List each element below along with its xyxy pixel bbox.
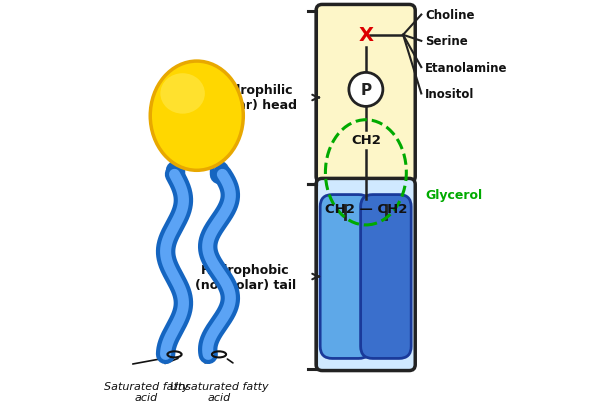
- Ellipse shape: [160, 74, 205, 115]
- Text: CH2 — CH2: CH2 — CH2: [325, 203, 407, 216]
- Text: Unsaturated fatty
acid: Unsaturated fatty acid: [170, 381, 268, 402]
- FancyBboxPatch shape: [316, 179, 415, 371]
- FancyBboxPatch shape: [360, 195, 411, 359]
- Text: Etanolamine: Etanolamine: [425, 61, 508, 74]
- Text: Saturated fatty
acid: Saturated fatty acid: [104, 381, 188, 402]
- Text: P: P: [360, 83, 371, 98]
- Text: Choline: Choline: [425, 9, 475, 22]
- Text: Inositol: Inositol: [425, 88, 475, 101]
- Ellipse shape: [150, 62, 244, 171]
- Text: Glycerol: Glycerol: [425, 189, 482, 202]
- FancyBboxPatch shape: [316, 5, 415, 183]
- FancyBboxPatch shape: [320, 195, 371, 359]
- Text: Hydrophobic
(nonpolar) tail: Hydrophobic (nonpolar) tail: [195, 263, 296, 291]
- Text: Hydrophilic
(polar) head: Hydrophilic (polar) head: [210, 84, 297, 112]
- Text: X: X: [359, 26, 373, 45]
- Circle shape: [349, 73, 383, 107]
- Text: Serine: Serine: [425, 35, 468, 48]
- Text: CH2: CH2: [351, 134, 381, 147]
